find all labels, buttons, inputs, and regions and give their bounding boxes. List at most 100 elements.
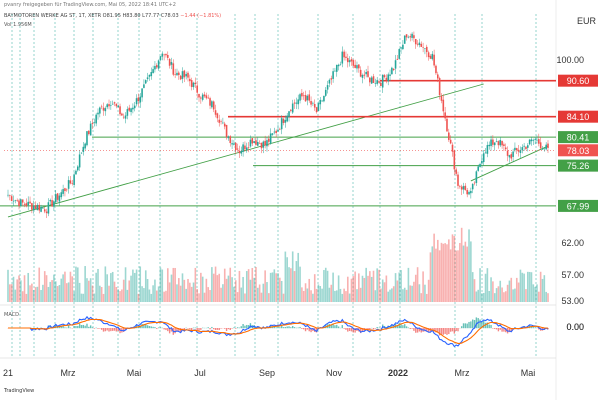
volume-bar [413,281,415,302]
volume-bar [242,276,244,302]
candle-body [446,118,448,132]
candle-body [88,130,90,135]
candle-body [367,71,369,77]
volume-bar [438,250,441,302]
candle-body [425,46,428,53]
macd-histogram-bar [391,324,393,329]
candle-body [484,152,487,154]
candle-body [440,95,443,101]
volume-bar [181,273,184,302]
candle-body [310,101,312,105]
candle-body [144,80,147,84]
macd-histogram-bar [165,328,167,331]
candle-body [150,72,153,77]
macd-histogram-bar [218,328,220,331]
volume-bar [302,290,305,302]
macd-histogram-bar [396,325,399,329]
macd-histogram-bar [84,325,86,329]
macd-histogram-bar [330,325,332,329]
macd-histogram-bar [80,325,83,329]
macd-histogram-bar [152,326,154,329]
volume-bar [80,293,83,302]
macd-histogram-bar [78,323,81,329]
volume-bar [266,282,268,302]
candle-body [192,82,195,88]
candle-body [209,98,211,106]
volume-bar [185,288,187,302]
volume-bar [536,284,538,302]
volume-bar [532,284,535,302]
macd-histogram-bar [473,320,476,329]
volume-bar [332,272,334,302]
candle-body [67,180,70,189]
macd-histogram-bar [356,328,358,331]
candle-body [119,106,121,115]
macd-histogram-bar [352,328,355,333]
macd-histogram-bar [359,328,362,334]
candle-body [429,55,432,59]
volume-bar [459,242,461,302]
volume-bar [425,293,428,302]
candle-body [335,64,338,72]
macd-histogram-bar [225,328,228,332]
volume-bar [424,284,426,302]
candle-body [435,65,437,74]
y-tick-label: 53.00 [561,296,584,306]
macd-histogram-bar [67,325,70,329]
candle-body [245,147,248,151]
candle-body [334,70,336,72]
candle-body [14,200,17,201]
candle-body [51,200,53,207]
volume-bar [343,288,345,302]
volume-bar [484,273,487,302]
volume-bar [238,270,241,302]
macd-histogram-bar [49,325,51,329]
macd-histogram-bar [168,328,171,334]
volume-bar [198,293,200,302]
volume-bar [88,280,90,302]
volume-bar [501,287,503,302]
candle-body [295,102,298,104]
volume-bar [455,250,457,302]
candle-body [262,141,265,148]
volume-bar [324,267,327,302]
volume-bar [40,289,42,302]
candle-body [253,141,255,143]
macd-histogram-bar [411,328,413,329]
volume-bar [435,248,437,302]
candle-body [80,152,83,154]
volume-bar [225,278,228,302]
macd-histogram-bar [433,328,435,332]
volume-bar [62,274,64,302]
candle-body [521,147,524,151]
macd-histogram-bar [231,328,233,329]
macd-histogram-bar [229,328,231,331]
volume-bar [148,289,151,302]
candle-body [130,108,132,113]
candle-body [32,205,35,211]
volume-bar [187,278,189,302]
macd-histogram-bar [426,328,428,332]
volume-bar [150,293,153,302]
volume-bar [429,252,432,302]
volume-bar [71,276,74,302]
macd-histogram-bar [442,328,445,335]
candle-body [211,101,213,108]
volume-bar [337,275,340,302]
volume-bar [359,287,362,302]
x-tick-label: Jul [194,368,206,378]
volume-bar [216,275,219,302]
candle-body [365,71,367,75]
candle-body [170,62,173,65]
macd-histogram-bar [350,328,353,332]
volume-bar [38,267,41,302]
volume-bar [108,285,110,302]
macd-histogram-bar [446,328,448,335]
macd-histogram-bar [227,328,230,330]
volume-bar [431,246,434,302]
candle-body [304,94,307,102]
macd-histogram-bar [156,328,158,329]
volume-bar [269,272,272,302]
macd-histogram-bar [304,328,307,332]
